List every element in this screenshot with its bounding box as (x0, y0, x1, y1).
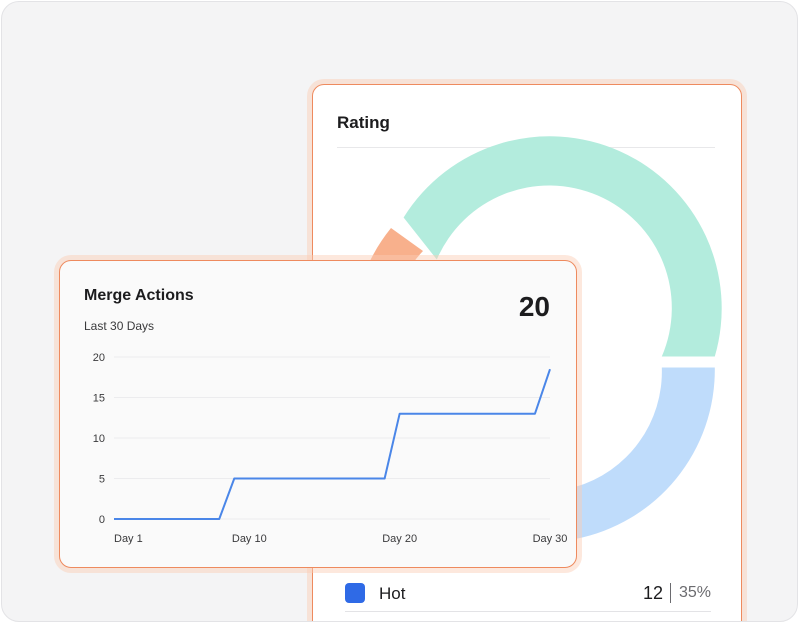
legend-row: Hot 12 35% (345, 579, 711, 612)
donut-segment-orange[interactable] (369, 228, 423, 263)
y-tick-label: 5 (99, 474, 105, 486)
rating-title: Rating (337, 113, 390, 132)
merge-subtitle: Last 30 Days (84, 319, 155, 333)
donut-segment-teal[interactable] (403, 136, 722, 357)
merge-title: Merge Actions (84, 287, 194, 304)
legend-percent: 35% (678, 584, 711, 601)
legend-separator (670, 583, 671, 603)
x-tick-label: Day 30 (533, 533, 568, 545)
y-tick-label: 15 (93, 393, 105, 405)
rating-donut-chart (369, 136, 722, 540)
merge-line-chart: 0 5 10 15 20 Day 1 Day 10 Day 20 Day 30 (93, 352, 568, 545)
legend-count: 12 (642, 583, 663, 603)
series-line-0 (114, 368, 551, 520)
merge-actions-card: Merge Actions Last 30 Days 20 0 5 10 15 20 Da… (59, 260, 577, 568)
y-tick-label: 10 (93, 433, 105, 445)
x-tick-label: Day 20 (382, 533, 417, 545)
y-tick-label: 0 (99, 514, 105, 526)
donut-segment-blue[interactable] (575, 367, 715, 540)
legend-swatch (345, 583, 365, 603)
merge-total: 20 (518, 291, 550, 322)
legend-label: Hot (379, 584, 406, 603)
x-tick-label: Day 1 (114, 533, 143, 545)
y-tick-label: 20 (93, 352, 105, 364)
x-tick-label: Day 10 (232, 533, 267, 545)
